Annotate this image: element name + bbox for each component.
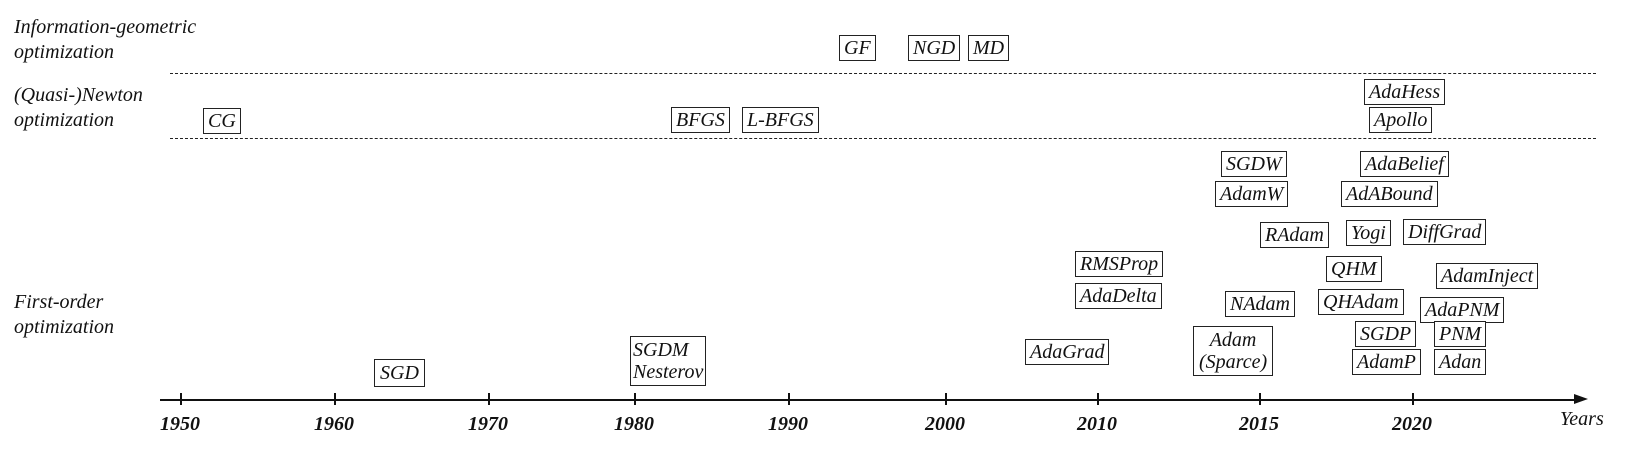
timeline-axis <box>160 399 1574 401</box>
category-line: Information-geometric <box>14 16 197 38</box>
method-label: NGD <box>913 37 956 59</box>
method-box-sgd: SGD <box>374 359 425 387</box>
axis-year-label: 1960 <box>314 413 354 435</box>
axis-tick <box>180 393 182 405</box>
category-first-order: First-order optimization <box>14 290 114 340</box>
method-box-gf: GF <box>839 35 876 61</box>
method-box-cg: CG <box>203 108 241 134</box>
method-box-adabound: AdABound <box>1341 181 1438 207</box>
method-box-adahess: AdaHess <box>1364 79 1446 105</box>
method-label: BFGS <box>676 109 725 131</box>
method-box-md: MD <box>968 35 1010 61</box>
axis-tick <box>634 393 636 405</box>
method-label: NAdam <box>1230 293 1290 315</box>
method-label: Adan <box>1439 351 1482 373</box>
axis-year-label: 1990 <box>768 413 808 435</box>
method-label: RAdam <box>1265 224 1324 246</box>
method-label: GF <box>844 37 871 59</box>
method-box-adamw: AdamW <box>1215 181 1289 207</box>
method-box-sgdm-nesterov: SGDM Nesterov <box>630 336 707 386</box>
method-box-apollo: Apollo <box>1369 107 1433 133</box>
method-box-rmsprop: RMSProp <box>1075 251 1164 277</box>
method-label: Adam <box>1209 329 1257 351</box>
method-box-adagrad: AdaGrad <box>1025 339 1110 365</box>
category-line: First-order <box>14 291 104 313</box>
method-label: PNM <box>1439 323 1482 345</box>
axis-title: Years <box>1560 408 1604 430</box>
method-box-radam: RAdam <box>1260 222 1329 248</box>
method-label: SGD <box>380 362 419 384</box>
method-label: SGDM <box>633 339 689 361</box>
method-label: L-BFGS <box>747 109 814 131</box>
axis-arrow-icon <box>1574 394 1588 404</box>
method-box-diffgrad: DiffGrad <box>1403 219 1487 245</box>
axis-year-label: 2020 <box>1392 413 1432 435</box>
method-label: RMSProp <box>1080 253 1159 275</box>
method-label: MD <box>973 37 1005 59</box>
axis-year-label: 1950 <box>160 413 200 435</box>
method-box-yogi: Yogi <box>1346 220 1391 246</box>
category-line: optimization <box>14 109 115 131</box>
method-label: AdABound <box>1346 183 1433 205</box>
method-label: SGDW <box>1226 153 1282 175</box>
category-line: (Quasi-)Newton <box>14 84 143 106</box>
method-label: Apollo <box>1374 109 1428 131</box>
axis-year-label: 1980 <box>614 413 654 435</box>
category-information-geometric: Information-geometric optimization <box>14 15 196 65</box>
method-label: (Sparce) <box>1199 351 1268 373</box>
axis-year-label: 2000 <box>925 413 965 435</box>
category-quasi-newton: (Quasi-)Newton optimization <box>14 83 143 133</box>
method-label: AdaGrad <box>1030 341 1105 363</box>
method-box-sgdp: SGDP <box>1355 321 1417 347</box>
axis-tick <box>945 393 947 405</box>
axis-tick <box>1259 393 1261 405</box>
method-box-adan: Adan <box>1434 349 1487 375</box>
method-label: CG <box>208 110 236 132</box>
method-box-sgdw: SGDW <box>1221 151 1287 177</box>
method-label: AdaPNM <box>1425 299 1500 321</box>
axis-year-label: 2010 <box>1077 413 1117 435</box>
method-label: Nesterov <box>633 361 704 383</box>
category-line: optimization <box>14 41 115 63</box>
method-box-nadam: NAdam <box>1225 291 1295 317</box>
axis-year-label: 1970 <box>468 413 508 435</box>
method-box-adabelief: AdaBelief <box>1360 151 1449 177</box>
method-label: SGDP <box>1360 323 1412 345</box>
method-box-qhm: QHM <box>1326 256 1382 282</box>
method-label: AdamInject <box>1441 265 1534 287</box>
method-label: AdamW <box>1220 183 1284 205</box>
method-label: AdaBelief <box>1365 153 1444 175</box>
category-line: optimization <box>14 316 115 338</box>
method-box-adaminject: AdamInject <box>1436 263 1539 289</box>
category-separator <box>170 138 1596 139</box>
axis-tick <box>334 393 336 405</box>
method-box-adam: Adam (Sparce) <box>1193 326 1274 376</box>
axis-tick <box>788 393 790 405</box>
method-label: AdaDelta <box>1080 285 1157 307</box>
method-box-qhadam: QHAdam <box>1318 289 1404 315</box>
method-label: AdaHess <box>1369 81 1441 103</box>
method-box-lbfgs: L-BFGS <box>742 107 819 133</box>
method-box-bfgs: BFGS <box>671 107 730 133</box>
method-label: QHAdam <box>1323 291 1399 313</box>
method-label: DiffGrad <box>1408 221 1482 243</box>
axis-year-label: 2015 <box>1239 413 1279 435</box>
method-label: Yogi <box>1351 222 1386 244</box>
method-box-adamp: AdamP <box>1352 349 1421 375</box>
axis-tick <box>1412 393 1414 405</box>
axis-tick <box>488 393 490 405</box>
method-label: AdamP <box>1357 351 1416 373</box>
axis-tick <box>1097 393 1099 405</box>
method-label: QHM <box>1331 258 1377 280</box>
method-box-ngd: NGD <box>908 35 961 61</box>
method-box-pnm: PNM <box>1434 321 1487 347</box>
method-box-adapnm: AdaPNM <box>1420 297 1505 323</box>
category-separator <box>170 73 1596 74</box>
method-box-adadelta: AdaDelta <box>1075 283 1162 309</box>
